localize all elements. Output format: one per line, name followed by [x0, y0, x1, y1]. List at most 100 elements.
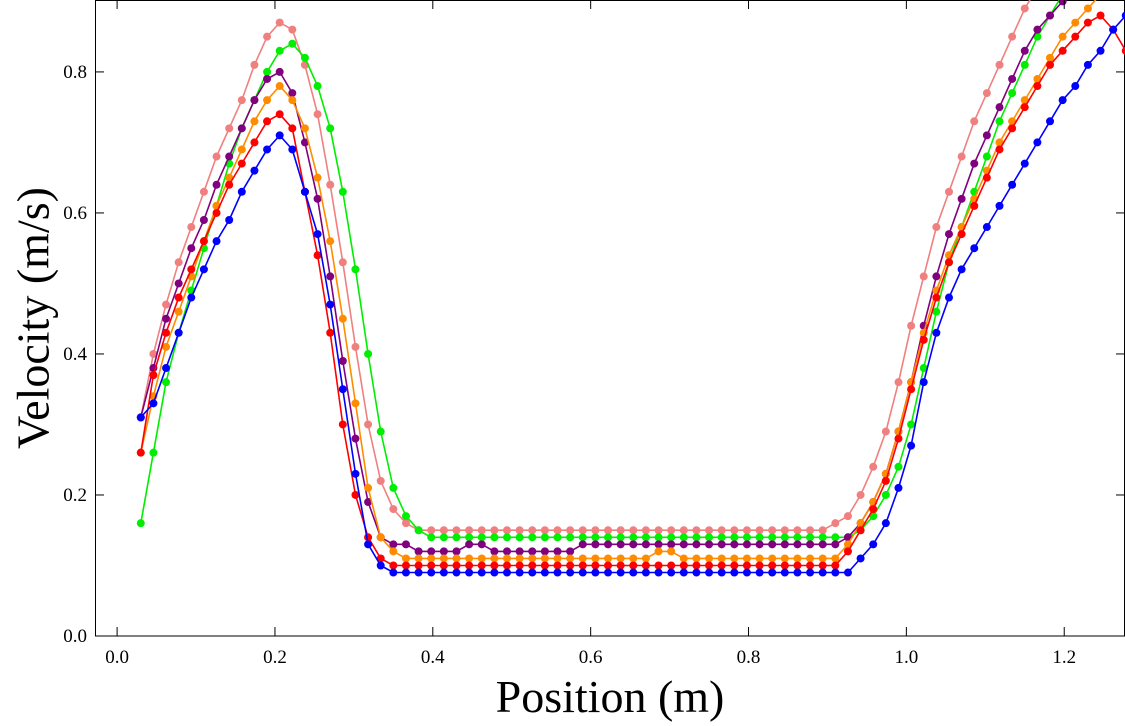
- data-point: [452, 554, 461, 563]
- data-point: [641, 561, 650, 570]
- data-point: [831, 561, 840, 570]
- data-point: [1046, 53, 1055, 62]
- data-point: [717, 554, 726, 563]
- data-point: [616, 526, 625, 535]
- data-point: [591, 526, 600, 535]
- data-point: [313, 251, 322, 260]
- data-point: [149, 349, 158, 358]
- data-point: [540, 526, 549, 535]
- data-point: [629, 554, 638, 563]
- data-point: [288, 96, 297, 105]
- data-point: [326, 272, 335, 281]
- data-point: [187, 293, 196, 302]
- data-point: [1071, 32, 1080, 41]
- data-point: [566, 533, 575, 542]
- data-point: [742, 533, 751, 542]
- data-point: [401, 540, 410, 549]
- data-point: [338, 420, 347, 429]
- data-point: [503, 547, 511, 556]
- data-point: [616, 533, 625, 542]
- data-point: [288, 124, 297, 133]
- data-point: [578, 554, 587, 563]
- data-point: [604, 533, 613, 542]
- data-point: [149, 399, 158, 408]
- y-tick-label: 0.8: [63, 62, 87, 83]
- data-point: [995, 138, 1004, 147]
- data-point: [780, 561, 789, 570]
- data-point: [376, 427, 385, 436]
- series-line: [140, 0, 1065, 553]
- data-point: [818, 533, 827, 542]
- data-point: [439, 554, 448, 563]
- data-point: [717, 540, 726, 549]
- data-point: [414, 568, 423, 577]
- data-point: [1020, 60, 1029, 69]
- data-point: [326, 124, 335, 133]
- data-point: [414, 526, 423, 535]
- data-point: [225, 124, 234, 133]
- data-point: [515, 554, 524, 563]
- data-point: [982, 152, 991, 161]
- data-point: [439, 561, 448, 570]
- data-point: [452, 533, 461, 542]
- series-line: [140, 0, 1061, 539]
- data-point: [881, 427, 890, 436]
- data-point: [401, 554, 410, 563]
- data-point: [351, 342, 360, 351]
- data-point: [1046, 117, 1055, 126]
- data-point: [856, 554, 865, 563]
- data-point: [1046, 60, 1055, 69]
- data-point: [667, 540, 676, 549]
- data-point: [692, 561, 701, 570]
- data-point: [528, 561, 537, 570]
- data-point: [1020, 159, 1029, 168]
- data-point: [604, 526, 613, 535]
- data-point: [831, 568, 840, 577]
- data-point: [806, 554, 815, 563]
- data-point: [263, 145, 272, 154]
- data-point: [944, 293, 953, 302]
- data-point: [654, 540, 663, 549]
- data-point: [225, 173, 234, 182]
- data-point: [364, 420, 373, 429]
- data-point: [452, 526, 461, 535]
- data-point: [300, 53, 309, 62]
- data-point: [667, 561, 676, 570]
- data-point: [1008, 117, 1017, 126]
- data-point: [490, 526, 499, 535]
- data-point: [806, 561, 815, 570]
- data-point: [982, 223, 991, 232]
- data-point: [351, 469, 360, 478]
- data-point: [364, 498, 373, 507]
- data-point: [477, 554, 486, 563]
- y-tick-label: 0.2: [63, 485, 87, 506]
- data-point: [263, 67, 272, 76]
- data-point: [1096, 11, 1105, 20]
- data-point: [591, 540, 600, 549]
- data-point: [250, 138, 259, 147]
- data-point: [174, 307, 183, 316]
- data-point: [566, 554, 575, 563]
- data-point: [654, 547, 663, 556]
- data-point: [503, 554, 511, 563]
- data-point: [1083, 60, 1092, 69]
- data-point: [692, 568, 701, 577]
- data-point: [932, 328, 941, 337]
- data-point: [629, 526, 638, 535]
- data-point: [717, 568, 726, 577]
- data-point: [162, 342, 171, 351]
- data-point: [566, 526, 575, 535]
- data-point: [338, 385, 347, 394]
- data-point: [465, 533, 474, 542]
- data-point: [1071, 18, 1080, 27]
- data-point: [225, 215, 234, 224]
- data-point: [351, 434, 360, 443]
- data-point: [831, 533, 840, 542]
- data-point: [288, 39, 297, 48]
- data-point: [250, 96, 259, 105]
- data-point: [780, 526, 789, 535]
- data-point: [604, 554, 613, 563]
- data-point: [629, 533, 638, 542]
- data-point: [540, 554, 549, 563]
